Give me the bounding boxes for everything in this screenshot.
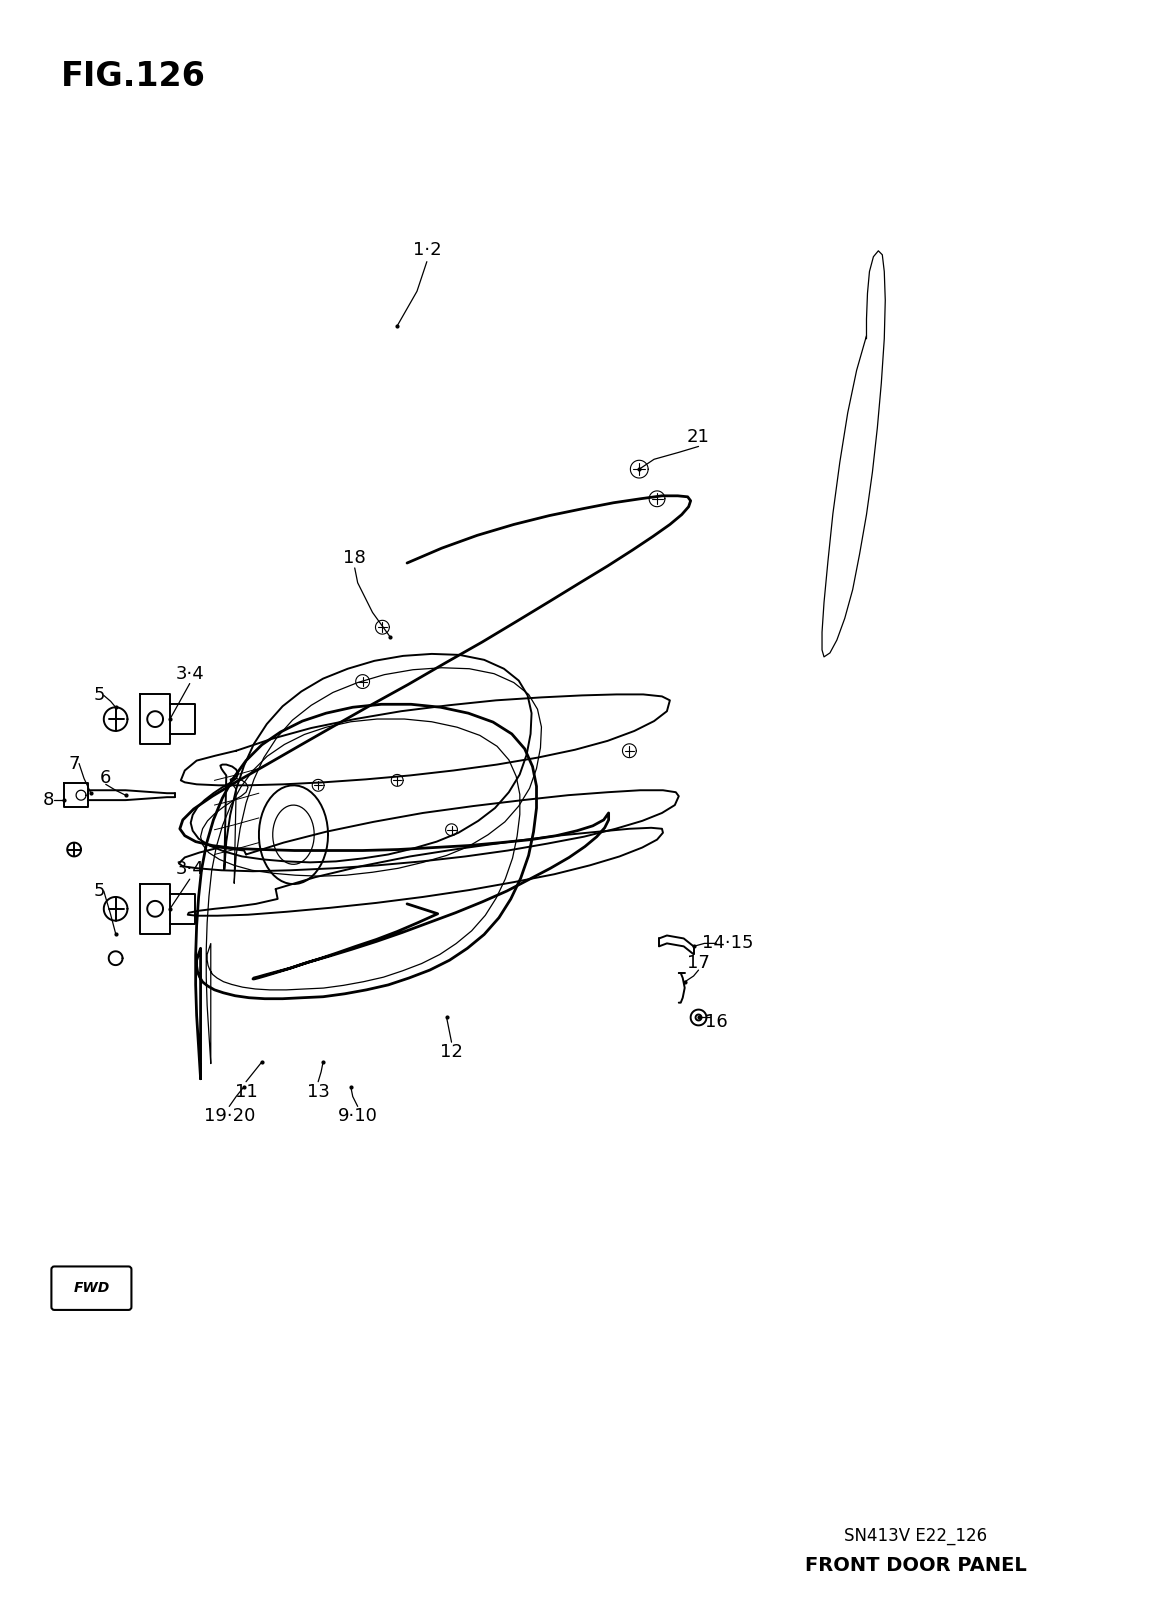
Text: 9·10: 9·10 <box>338 1107 378 1125</box>
Text: FWD: FWD <box>74 1281 110 1295</box>
Text: SN413V E22_126: SN413V E22_126 <box>844 1527 987 1545</box>
Text: 7: 7 <box>68 754 80 773</box>
Text: 6: 6 <box>101 770 111 788</box>
Text: 21: 21 <box>687 428 710 446</box>
Text: 8: 8 <box>43 791 54 809</box>
Text: FRONT DOOR PANEL: FRONT DOOR PANEL <box>805 1556 1027 1576</box>
Text: 5: 5 <box>94 686 104 705</box>
Text: 17: 17 <box>687 955 710 973</box>
Text: 13: 13 <box>306 1083 329 1101</box>
Text: 14·15: 14·15 <box>703 934 754 953</box>
Text: 18: 18 <box>343 550 366 567</box>
Text: 1·2: 1·2 <box>413 242 442 259</box>
Text: 19·20: 19·20 <box>203 1107 255 1125</box>
Text: 11: 11 <box>235 1083 258 1101</box>
FancyBboxPatch shape <box>51 1266 132 1310</box>
Text: 5: 5 <box>94 882 104 900</box>
Text: FIG.126: FIG.126 <box>61 60 206 94</box>
Text: 12: 12 <box>440 1042 462 1062</box>
Text: 3·4: 3·4 <box>176 665 205 682</box>
Text: 3·4: 3·4 <box>176 861 205 879</box>
Text: 16: 16 <box>705 1013 727 1031</box>
